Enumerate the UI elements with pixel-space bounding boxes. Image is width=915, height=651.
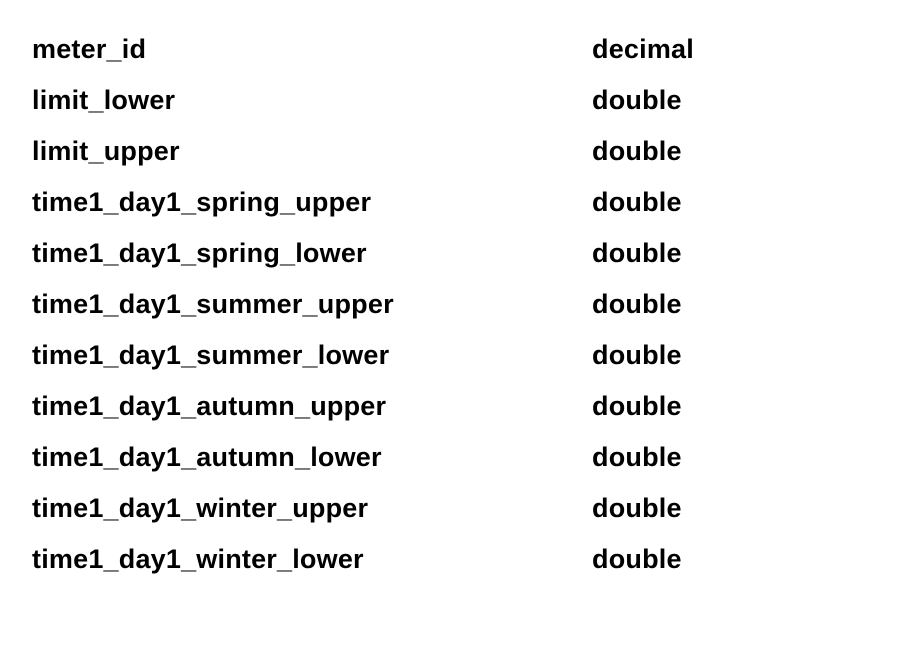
field-name: time1_day1_winter_lower — [32, 544, 592, 575]
table-row: time1_day1_summer_upper double — [32, 279, 883, 330]
table-row: limit_upper double — [32, 126, 883, 177]
field-type: double — [592, 340, 682, 371]
table-row: time1_day1_winter_upper double — [32, 483, 883, 534]
field-name: limit_upper — [32, 136, 592, 167]
table-row: time1_day1_autumn_upper double — [32, 381, 883, 432]
field-name: time1_day1_autumn_upper — [32, 391, 592, 422]
table-row: time1_day1_spring_lower double — [32, 228, 883, 279]
field-type: decimal — [592, 34, 694, 65]
table-row: meter_id decimal — [32, 24, 883, 75]
schema-table: meter_id decimal limit_lower double limi… — [32, 24, 883, 585]
field-name: time1_day1_spring_lower — [32, 238, 592, 269]
field-name: time1_day1_summer_upper — [32, 289, 592, 320]
table-row: time1_day1_winter_lower double — [32, 534, 883, 585]
field-name: time1_day1_autumn_lower — [32, 442, 592, 473]
field-type: double — [592, 544, 682, 575]
table-row: limit_lower double — [32, 75, 883, 126]
field-type: double — [592, 493, 682, 524]
field-name: meter_id — [32, 34, 592, 65]
field-name: time1_day1_spring_upper — [32, 187, 592, 218]
field-type: double — [592, 238, 682, 269]
field-type: double — [592, 391, 682, 422]
field-type: double — [592, 136, 682, 167]
field-type: double — [592, 187, 682, 218]
field-type: double — [592, 442, 682, 473]
field-name: time1_day1_winter_upper — [32, 493, 592, 524]
field-name: limit_lower — [32, 85, 592, 116]
table-row: time1_day1_autumn_lower double — [32, 432, 883, 483]
field-name: time1_day1_summer_lower — [32, 340, 592, 371]
field-type: double — [592, 85, 682, 116]
table-row: time1_day1_summer_lower double — [32, 330, 883, 381]
table-row: time1_day1_spring_upper double — [32, 177, 883, 228]
field-type: double — [592, 289, 682, 320]
